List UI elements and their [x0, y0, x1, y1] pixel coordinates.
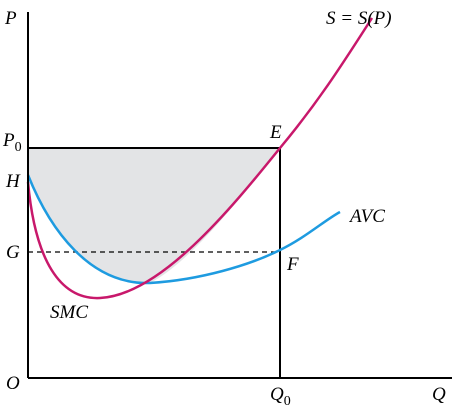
avc-label: AVC — [348, 206, 385, 227]
e-label: E — [269, 122, 282, 143]
q0-label: Q0 — [270, 384, 291, 409]
x-axis-label: Q — [432, 384, 446, 405]
p0-label: P0 — [2, 130, 22, 155]
y-axis-label: P — [4, 8, 17, 29]
smc-label: SMC — [50, 302, 88, 323]
h-label: H — [5, 171, 21, 192]
supply-label: S = S(P) — [326, 8, 392, 29]
smc-curve — [26, 17, 374, 300]
shaded-area — [28, 148, 280, 284]
origin-label: O — [6, 373, 20, 394]
f-label: F — [286, 254, 299, 275]
g-label: G — [6, 242, 20, 263]
avc-curve — [26, 174, 341, 285]
